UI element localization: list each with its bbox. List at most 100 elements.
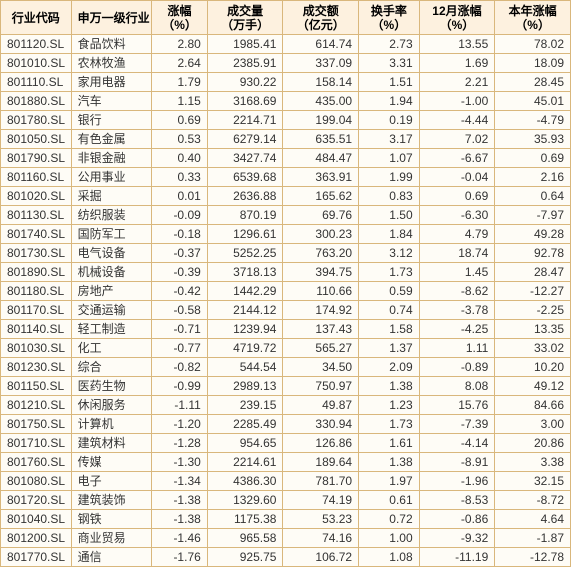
table-row: 801880.SL汽车1.153168.69435.001.94-1.0045.… — [1, 92, 571, 111]
cell-value: 3427.74 — [207, 149, 283, 168]
cell-code: 801760.SL — [1, 453, 72, 472]
cell-value: 870.19 — [207, 206, 283, 225]
cell-value: 1.50 — [359, 206, 420, 225]
cell-value: 3.12 — [359, 244, 420, 263]
cell-value: 2144.12 — [207, 301, 283, 320]
cell-value: 239.15 — [207, 396, 283, 415]
cell-value: 5252.25 — [207, 244, 283, 263]
table-row: 801180.SL房地产-0.421442.29110.660.59-8.62-… — [1, 282, 571, 301]
table-row: 801720.SL建筑装饰-1.381329.6074.190.61-8.53-… — [1, 491, 571, 510]
cell-value: -4.79 — [495, 111, 571, 130]
cell-value: 7.02 — [419, 130, 495, 149]
cell-name: 电气设备 — [71, 244, 152, 263]
cell-code: 801210.SL — [1, 396, 72, 415]
cell-value: 6279.14 — [207, 130, 283, 149]
cell-value: 33.02 — [495, 339, 571, 358]
cell-value: -12.27 — [495, 282, 571, 301]
cell-name: 计算机 — [71, 415, 152, 434]
cell-name: 通信 — [71, 548, 152, 567]
cell-value: 3.17 — [359, 130, 420, 149]
cell-value: -1.34 — [152, 472, 207, 491]
cell-value: 78.02 — [495, 35, 571, 54]
table-row: 801740.SL国防军工-0.181296.61300.231.844.794… — [1, 225, 571, 244]
cell-name: 农林牧渔 — [71, 54, 152, 73]
cell-name: 机械设备 — [71, 263, 152, 282]
cell-code: 801130.SL — [1, 206, 72, 225]
cell-value: 484.47 — [283, 149, 359, 168]
cell-code: 801780.SL — [1, 111, 72, 130]
cell-value: 1.73 — [359, 263, 420, 282]
cell-value: 1.99 — [359, 168, 420, 187]
cell-value: 1329.60 — [207, 491, 283, 510]
cell-code: 801160.SL — [1, 168, 72, 187]
cell-value: 763.20 — [283, 244, 359, 263]
table-row: 801750.SL计算机-1.202285.49330.941.73-7.393… — [1, 415, 571, 434]
cell-value: 4719.72 — [207, 339, 283, 358]
cell-code: 801120.SL — [1, 35, 72, 54]
cell-value: 84.66 — [495, 396, 571, 415]
cell-value: 0.83 — [359, 187, 420, 206]
table-row: 801030.SL化工-0.774719.72565.271.371.1133.… — [1, 339, 571, 358]
cell-value: 1296.61 — [207, 225, 283, 244]
cell-value: 28.45 — [495, 73, 571, 92]
cell-value: -0.39 — [152, 263, 207, 282]
cell-value: -4.44 — [419, 111, 495, 130]
cell-value: -0.42 — [152, 282, 207, 301]
cell-value: 1.61 — [359, 434, 420, 453]
cell-value: -1.20 — [152, 415, 207, 434]
table-row: 801130.SL纺织服装-0.09870.1969.761.50-6.30-7… — [1, 206, 571, 225]
cell-value: 0.74 — [359, 301, 420, 320]
cell-value: -1.11 — [152, 396, 207, 415]
cell-value: 2214.71 — [207, 111, 283, 130]
cell-value: 394.75 — [283, 263, 359, 282]
cell-name: 银行 — [71, 111, 152, 130]
cell-name: 非银金融 — [71, 149, 152, 168]
cell-value: 0.69 — [152, 111, 207, 130]
cell-value: -8.53 — [419, 491, 495, 510]
cell-value: 0.33 — [152, 168, 207, 187]
cell-name: 食品饮料 — [71, 35, 152, 54]
cell-name: 公用事业 — [71, 168, 152, 187]
cell-value: 34.50 — [283, 358, 359, 377]
table-row: 801760.SL传媒-1.302214.61189.641.38-8.913.… — [1, 453, 571, 472]
table-row: 801210.SL休闲服务-1.11239.1549.871.2315.7684… — [1, 396, 571, 415]
cell-value: 45.01 — [495, 92, 571, 111]
cell-name: 传媒 — [71, 453, 152, 472]
cell-value: 1.15 — [152, 92, 207, 111]
cell-value: 565.27 — [283, 339, 359, 358]
table-row: 801020.SL采掘0.012636.88165.620.830.690.64 — [1, 187, 571, 206]
cell-value: 74.19 — [283, 491, 359, 510]
cell-value: 69.76 — [283, 206, 359, 225]
cell-value: 544.54 — [207, 358, 283, 377]
cell-value: -6.30 — [419, 206, 495, 225]
cell-code: 801010.SL — [1, 54, 72, 73]
cell-value: 53.23 — [283, 510, 359, 529]
cell-value: -3.78 — [419, 301, 495, 320]
cell-value: 965.58 — [207, 529, 283, 548]
table-row: 801080.SL电子-1.344386.30781.701.97-1.9632… — [1, 472, 571, 491]
cell-code: 801230.SL — [1, 358, 72, 377]
cell-value: 2.16 — [495, 168, 571, 187]
cell-value: 8.08 — [419, 377, 495, 396]
col-header-5: 换手率（%） — [359, 1, 420, 35]
cell-value: 954.65 — [207, 434, 283, 453]
cell-name: 化工 — [71, 339, 152, 358]
cell-value: 92.78 — [495, 244, 571, 263]
cell-value: 1985.41 — [207, 35, 283, 54]
cell-code: 801020.SL — [1, 187, 72, 206]
table-row: 801890.SL机械设备-0.393718.13394.751.731.452… — [1, 263, 571, 282]
table-row: 801710.SL建筑材料-1.28954.65126.861.61-4.142… — [1, 434, 571, 453]
cell-name: 电子 — [71, 472, 152, 491]
cell-value: 1.69 — [419, 54, 495, 73]
cell-value: 2285.49 — [207, 415, 283, 434]
table-row: 801730.SL电气设备-0.375252.25763.203.1218.74… — [1, 244, 571, 263]
cell-code: 801750.SL — [1, 415, 72, 434]
cell-value: 0.72 — [359, 510, 420, 529]
cell-value: 0.19 — [359, 111, 420, 130]
cell-value: -8.62 — [419, 282, 495, 301]
cell-name: 休闲服务 — [71, 396, 152, 415]
cell-value: -1.28 — [152, 434, 207, 453]
table-row: 801120.SL食品饮料2.801985.41614.742.7313.557… — [1, 35, 571, 54]
cell-value: 28.47 — [495, 263, 571, 282]
cell-value: 0.01 — [152, 187, 207, 206]
